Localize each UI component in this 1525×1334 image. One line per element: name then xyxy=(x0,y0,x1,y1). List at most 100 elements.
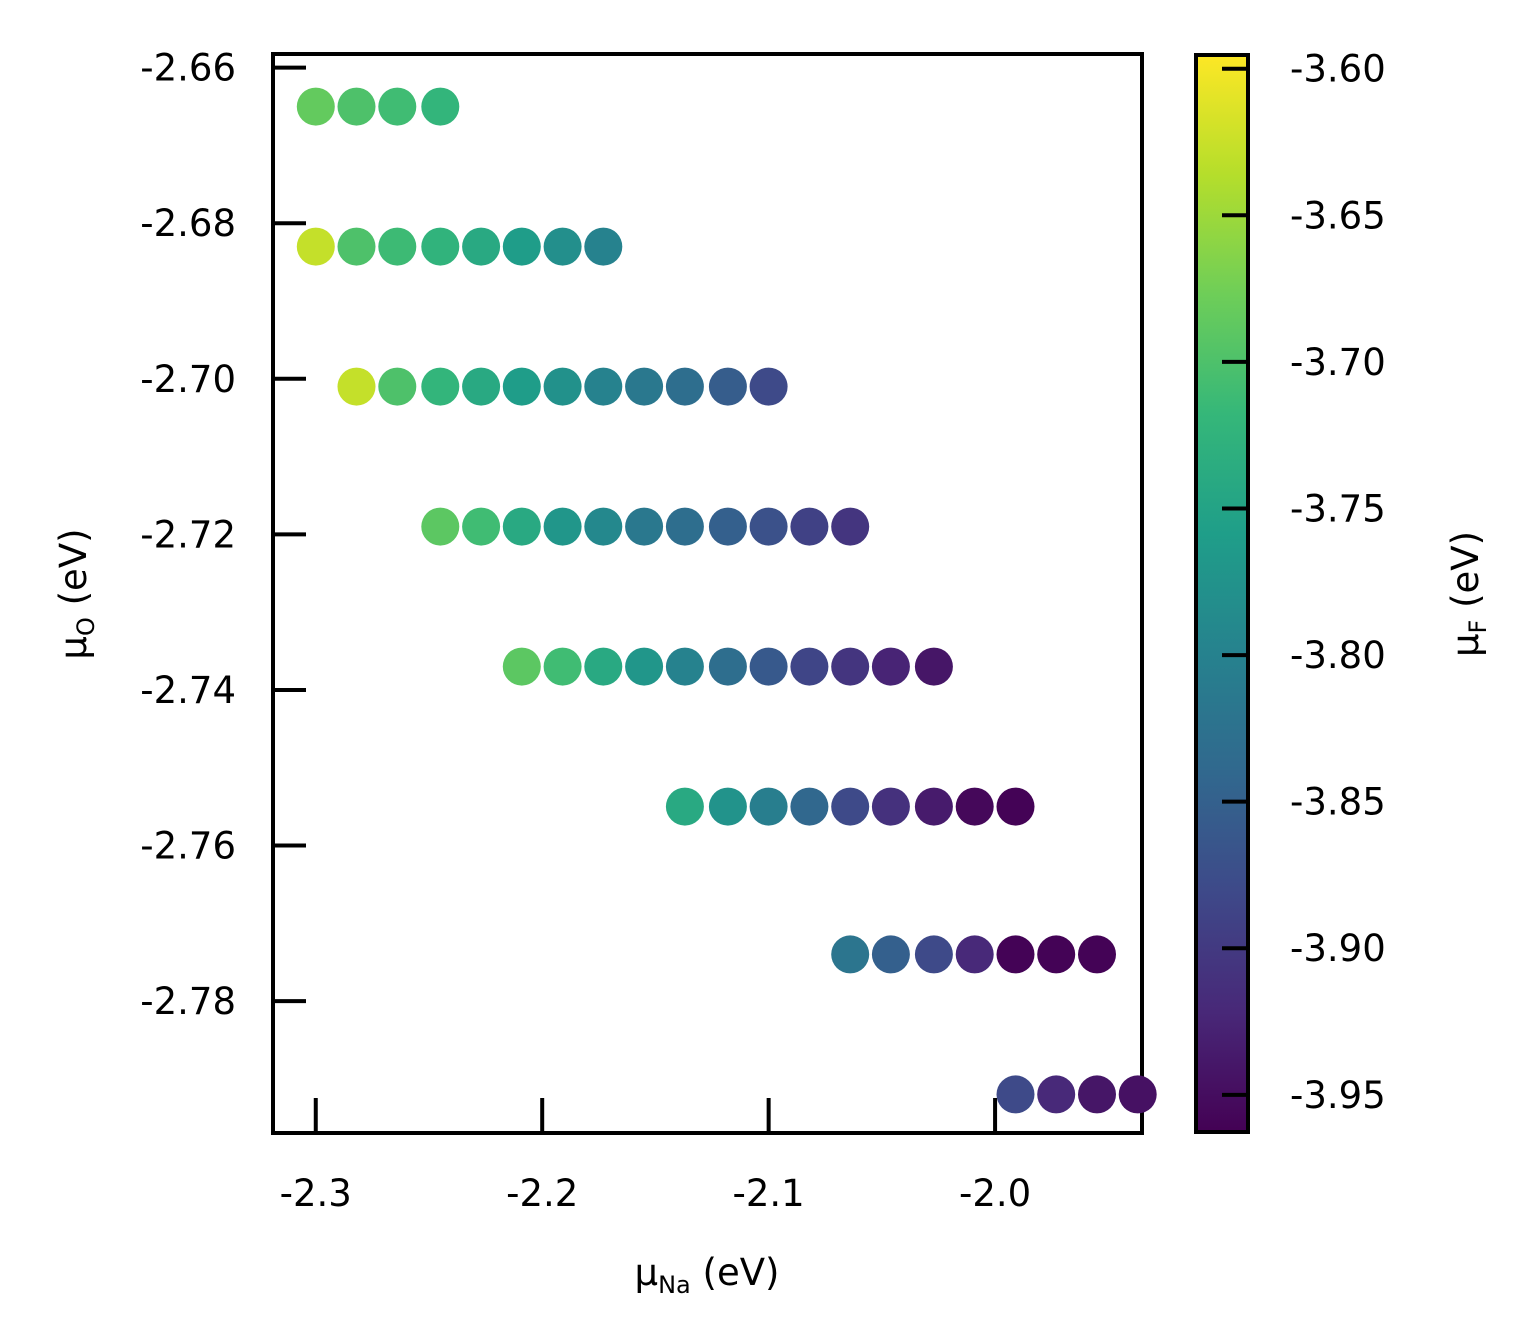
data-point xyxy=(665,367,704,406)
data-point xyxy=(871,787,910,826)
data-point xyxy=(914,647,953,686)
data-point xyxy=(665,787,704,826)
data-point xyxy=(871,935,910,974)
data-point xyxy=(584,507,623,546)
colorbar-label: μF (eV) xyxy=(1444,531,1492,657)
colorbar-tick-label: -3.95 xyxy=(1290,1074,1386,1117)
colorbar-label-unit: (eV) xyxy=(1444,531,1487,620)
y-axis-label-sub: O xyxy=(72,617,100,636)
colorbar xyxy=(1194,53,1250,1134)
colorbar-ticks: -3.60 -3.65 -3.70 -3.75 -3.80 -3.85 -3.90 -3.95 xyxy=(1222,48,1386,1117)
data-point xyxy=(462,227,501,266)
y-tick-label: -2.74 xyxy=(140,669,236,712)
data-point xyxy=(543,507,582,546)
x-axis-label-sub: Na xyxy=(658,1271,691,1299)
data-point xyxy=(831,787,870,826)
data-point xyxy=(502,507,541,546)
data-point xyxy=(462,507,501,546)
colorbar-tick-label: -3.80 xyxy=(1290,634,1386,677)
data-point xyxy=(502,227,541,266)
data-point xyxy=(790,787,829,826)
x-axis-label: μNa (eV) xyxy=(635,1251,780,1299)
colorbar-label-main: μ xyxy=(1444,633,1487,657)
x-axis-label-main: μ xyxy=(635,1251,659,1294)
data-point xyxy=(543,227,582,266)
y-axis-label: μO (eV) xyxy=(52,528,100,659)
data-point xyxy=(914,935,953,974)
data-point xyxy=(543,647,582,686)
data-point xyxy=(665,647,704,686)
data-point xyxy=(421,87,460,126)
data-point xyxy=(665,507,704,546)
data-point xyxy=(378,367,417,406)
data-point xyxy=(708,367,747,406)
data-point xyxy=(543,367,582,406)
y-tick-label: -2.78 xyxy=(140,980,236,1023)
data-point xyxy=(996,935,1035,974)
data-point xyxy=(378,87,417,126)
data-point xyxy=(749,507,788,546)
data-point xyxy=(955,787,994,826)
data-point xyxy=(996,787,1035,826)
data-point xyxy=(790,647,829,686)
data-point xyxy=(914,787,953,826)
data-point xyxy=(378,227,417,266)
data-point xyxy=(831,935,870,974)
data-point xyxy=(831,507,870,546)
data-point xyxy=(708,787,747,826)
data-points xyxy=(296,87,1157,1114)
data-point xyxy=(1037,935,1076,974)
colorbar-tick-label: -3.85 xyxy=(1290,781,1386,824)
data-point xyxy=(790,507,829,546)
data-point xyxy=(584,367,623,406)
y-tick-label: -2.76 xyxy=(140,825,236,868)
data-point xyxy=(1078,935,1116,974)
x-axis-ticks: -2.3 -2.2 -2.1 -2.0 xyxy=(280,1098,1031,1215)
data-point xyxy=(296,87,335,126)
data-point xyxy=(337,367,376,406)
data-point xyxy=(749,787,788,826)
colorbar-tick-label: -3.65 xyxy=(1290,194,1386,237)
data-point xyxy=(831,647,870,686)
data-point xyxy=(296,227,335,266)
y-tick-label: -2.72 xyxy=(140,513,236,556)
data-point xyxy=(421,227,460,266)
y-axis-label-unit: (eV) xyxy=(52,528,95,617)
data-point xyxy=(502,647,541,686)
y-tick-label: -2.70 xyxy=(140,358,236,401)
data-point xyxy=(421,367,460,406)
data-point xyxy=(708,647,747,686)
data-point xyxy=(1118,1075,1157,1114)
x-tick-label: -2.3 xyxy=(280,1172,352,1215)
data-point xyxy=(337,227,376,266)
y-tick-label: -2.68 xyxy=(140,202,236,245)
data-point xyxy=(625,367,664,406)
data-point xyxy=(749,647,788,686)
data-point xyxy=(625,647,664,686)
data-point xyxy=(1078,1075,1116,1114)
y-axis-ticks: -2.66 -2.68 -2.70 -2.72 -2.74 -2.76 -2.78 xyxy=(140,47,306,1023)
data-point xyxy=(502,367,541,406)
data-point xyxy=(584,227,623,266)
colorbar-tick-label: -3.60 xyxy=(1290,48,1386,91)
y-tick-label: -2.66 xyxy=(140,47,236,90)
data-point xyxy=(337,87,376,126)
x-tick-label: -2.0 xyxy=(959,1172,1031,1215)
data-point xyxy=(625,507,664,546)
colorbar-tick-label: -3.90 xyxy=(1290,927,1386,970)
data-point xyxy=(871,647,910,686)
data-point xyxy=(996,1075,1035,1114)
data-point xyxy=(584,647,623,686)
data-point xyxy=(708,507,747,546)
data-point xyxy=(749,367,788,406)
y-axis-label-main: μ xyxy=(52,636,95,660)
data-point xyxy=(462,367,501,406)
x-tick-label: -2.1 xyxy=(733,1172,805,1215)
x-tick-label: -2.2 xyxy=(506,1172,578,1215)
data-point xyxy=(955,935,994,974)
colorbar-label-sub: F xyxy=(1464,620,1492,634)
data-point xyxy=(421,507,460,546)
colorbar-tick-label: -3.70 xyxy=(1290,341,1386,384)
colorbar-tick-label: -3.75 xyxy=(1290,487,1386,530)
